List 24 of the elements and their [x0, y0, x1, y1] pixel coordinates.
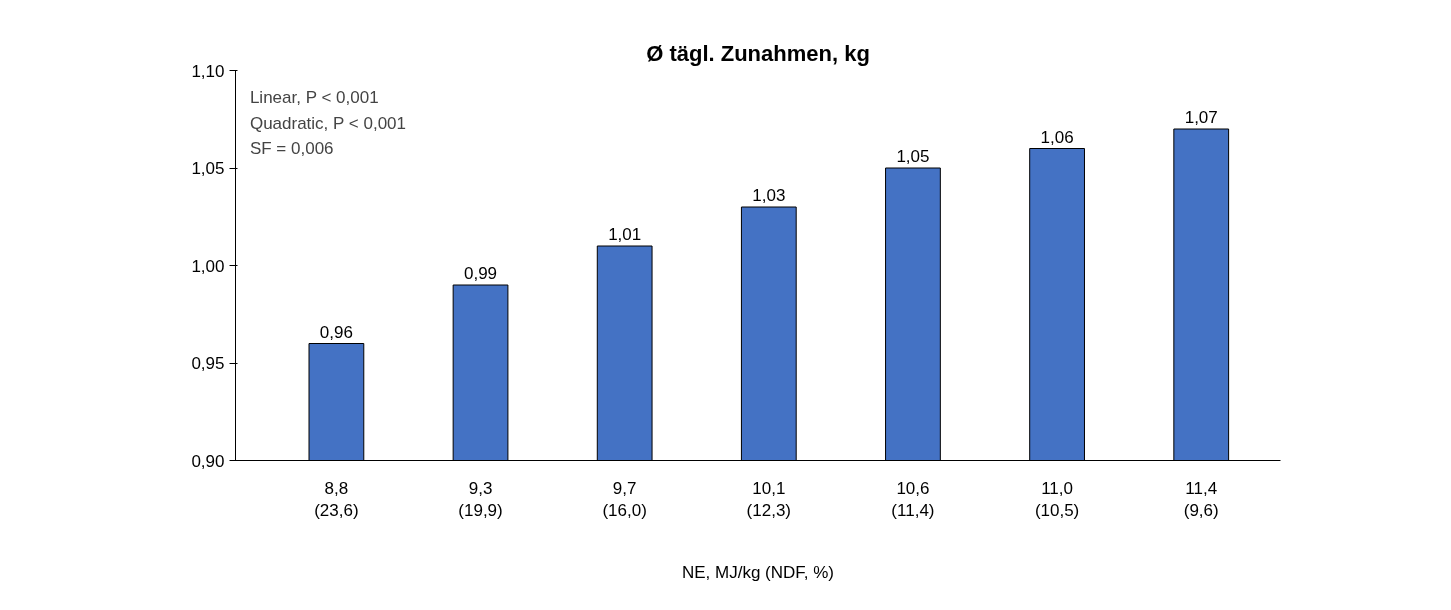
x-tick-label: 9,3 (19,9) [458, 478, 503, 521]
data-label: 1,01 [608, 225, 642, 244]
x-tick-label: 9,7 (16,0) [602, 478, 647, 521]
x-tick-label: 10,1 (12,3) [746, 478, 792, 521]
annotation: Quadratic, P < 0,001 [249, 113, 407, 133]
x-tick-label: 10,6 (11,4) [891, 478, 935, 521]
y-tick-label: 0,90 [191, 451, 225, 471]
x-tick-label: 11,0 (10,5) [1034, 478, 1080, 521]
y-tick-label: 1,00 [191, 256, 225, 276]
annotation: Linear, P < 0,001 [249, 88, 379, 108]
data-label: 1,07 [1184, 108, 1218, 127]
x-tick-label: 11,4 (9,6) [1183, 478, 1219, 521]
y-tick-label: 1,05 [191, 159, 225, 178]
chart-title: Ø tägl. Zunahmen, kg [646, 40, 870, 66]
x-axis-title: NE, MJ/kg (NDF, %) [681, 563, 835, 583]
data-label: 1,06 [1040, 127, 1074, 147]
y-tick-label: 0,95 [191, 354, 225, 373]
data-label: 1,03 [752, 186, 786, 205]
x-tick-label: 8,8 (23,6) [314, 478, 359, 521]
y-tick-label: 1,10 [191, 61, 225, 81]
data-label: 0,99 [463, 264, 498, 283]
data-label: 1,05 [896, 147, 930, 166]
annotation: SF = 0,006 [249, 139, 334, 158]
data-label: 0,96 [319, 322, 353, 342]
